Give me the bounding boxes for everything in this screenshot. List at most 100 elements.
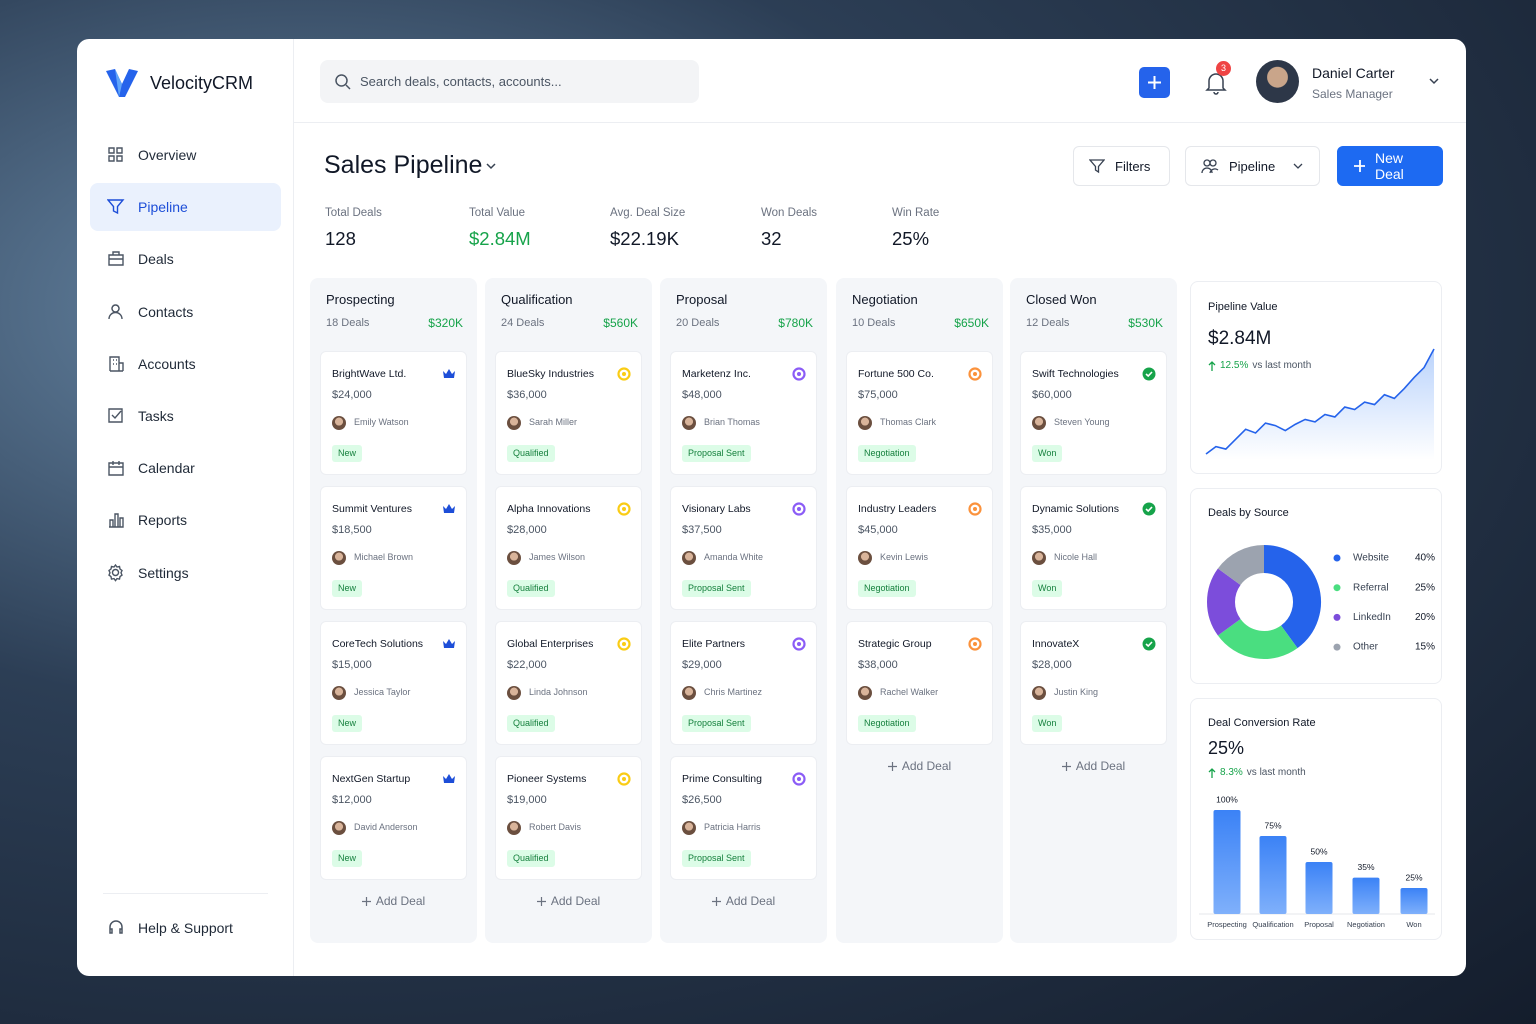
trend-chart: [1205, 348, 1435, 460]
x-tick-label: Negotiation: [1347, 920, 1385, 929]
add-deal[interactable]: Add Deal: [1010, 759, 1177, 773]
owner: Jessica Taylor: [354, 687, 411, 697]
nav-item[interactable]: Overview: [90, 131, 281, 179]
deal-card[interactable]: Elite Partners $29,000 Chris Martinez Propo…: [670, 621, 817, 745]
amount: $24,000: [332, 389, 372, 401]
deal-card[interactable]: NextGen Startup $12,000 David Anderson New: [320, 756, 467, 880]
legend-value: 25%: [1415, 582, 1435, 593]
bar: [1213, 810, 1241, 914]
company: Dynamic Solutions: [1032, 503, 1119, 515]
owner: Patricia Harris: [704, 822, 761, 832]
view-button[interactable]: Pipeline: [1185, 146, 1320, 186]
conversion-widget: Deal Conversion Rate 25% 8.3% vs last month…: [1190, 698, 1442, 940]
widget-title: Deals by Source: [1208, 507, 1289, 519]
stat-label: Won Deals: [761, 207, 818, 219]
deal-card[interactable]: Swift Technologies $60,000 Steven Young Won: [1020, 351, 1167, 475]
company: Fortune 500 Co.: [858, 368, 934, 380]
add-deal[interactable]: Add Deal: [836, 759, 1003, 773]
stage-tag: Qualified: [507, 445, 555, 462]
add-deal[interactable]: Add Deal: [310, 894, 477, 908]
add-deal[interactable]: Add Deal: [660, 894, 827, 908]
deal-card[interactable]: Marketenz Inc. $48,000 Brian Thomas Proposa…: [670, 351, 817, 475]
company: Swift Technologies: [1032, 368, 1119, 380]
amount: $19,000: [507, 794, 547, 806]
nav-item[interactable]: Calendar: [90, 444, 281, 492]
deal-card[interactable]: Strategic Group $38,000 Rachel Walker Negot…: [846, 621, 993, 745]
deal-card[interactable]: BrightWave Ltd. $24,000 Emily Watson New: [320, 351, 467, 475]
column-count: 10 Deals: [852, 317, 896, 329]
widget-title: Pipeline Value: [1208, 301, 1278, 313]
company: Strategic Group: [858, 638, 932, 650]
change-note: vs last month: [1246, 767, 1306, 778]
legend-value: 20%: [1415, 612, 1435, 623]
crown: [443, 774, 455, 783]
user-menu-chevron[interactable]: [1428, 76, 1440, 86]
owner: Michael Brown: [354, 552, 414, 562]
deal-card[interactable]: Prime Consulting $26,500 Patricia Harris Pr…: [670, 756, 817, 880]
logo: [106, 69, 138, 97]
nav-item[interactable]: Tasks: [90, 392, 281, 440]
status-icon: [792, 637, 806, 651]
filters-label: Filters: [1115, 158, 1151, 174]
owner: Brian Thomas: [704, 417, 760, 427]
plus: [1061, 761, 1071, 771]
stat-value: 128: [325, 228, 356, 249]
legend-value: 15%: [1415, 642, 1435, 653]
deal-card[interactable]: Visionary Labs $37,500 Amanda White Proposa…: [670, 486, 817, 610]
deal-card[interactable]: Alpha Innovations $28,000 James Wilson Qual…: [495, 486, 642, 610]
new-deal-label: New Deal: [1375, 150, 1404, 182]
amount: $38,000: [858, 659, 898, 671]
stat-value: $2.84M: [469, 228, 531, 249]
company: Marketenz Inc.: [682, 368, 751, 380]
deal-card[interactable]: InnovateX $28,000 Justin King Won: [1020, 621, 1167, 745]
title-chevron[interactable]: [485, 161, 497, 171]
stage-tag: Negotiation: [858, 715, 916, 732]
deal-card[interactable]: Fortune 500 Co. $75,000 Thomas Clark Negoti…: [846, 351, 993, 475]
new-deal-button[interactable]: New Deal: [1337, 146, 1443, 186]
help-link[interactable]: Help & Support: [90, 904, 281, 952]
deal-card[interactable]: Pioneer Systems $19,000 Robert Davis Qualif…: [495, 756, 642, 880]
deal-card[interactable]: Industry Leaders $45,000 Kevin Lewis Negoti…: [846, 486, 993, 610]
user-avatar[interactable]: [1256, 60, 1299, 103]
stage-tag: Negotiation: [858, 580, 916, 597]
nav-item[interactable]: Reports: [90, 496, 281, 544]
crown: [443, 504, 455, 513]
nav-label: Overview: [138, 147, 197, 163]
status-icon: [968, 502, 982, 516]
search-box[interactable]: Search deals, contacts, accounts...: [320, 60, 699, 103]
nav-item[interactable]: Accounts: [90, 340, 281, 388]
donut-slice: [1263, 545, 1321, 649]
nav-item[interactable]: Contacts: [90, 288, 281, 336]
owner-avatar: [507, 821, 521, 835]
status-icon: [443, 369, 455, 378]
deal-card[interactable]: CoreTech Solutions $15,000 Jessica Taylor N…: [320, 621, 467, 745]
deal-card[interactable]: BlueSky Industries $36,000 Sarah Miller Qua…: [495, 351, 642, 475]
bar-label: 35%: [1357, 862, 1374, 872]
amount: $15,000: [332, 659, 372, 671]
legend-name: Other: [1353, 642, 1379, 653]
ring: [792, 772, 806, 786]
glyph: [107, 199, 125, 215]
nav-item[interactable]: Pipeline: [90, 183, 281, 232]
company: NextGen Startup: [332, 773, 411, 785]
nav-item[interactable]: Settings: [90, 549, 281, 597]
amount: $45,000: [858, 524, 898, 536]
add-deal[interactable]: Add Deal: [485, 894, 652, 908]
nav-item[interactable]: Deals: [90, 235, 281, 283]
people-icon: [1201, 159, 1219, 174]
stat-label: Avg. Deal Size: [610, 207, 686, 219]
owner-avatar: [858, 416, 872, 430]
company: Elite Partners: [682, 638, 746, 650]
plus: [887, 761, 897, 771]
nav-icon: [108, 563, 123, 582]
stage-tag: Proposal Sent: [682, 445, 751, 462]
ring: [617, 772, 631, 786]
deal-card[interactable]: Dynamic Solutions $35,000 Nicole Hall Won: [1020, 486, 1167, 610]
company: Prime Consulting: [682, 773, 762, 785]
deal-card[interactable]: Summit Ventures $18,500 Michael Brown New: [320, 486, 467, 610]
add-button[interactable]: [1139, 67, 1170, 98]
filters-button[interactable]: Filters: [1073, 146, 1170, 186]
plus-icon: [1148, 76, 1161, 89]
deal-card[interactable]: Global Enterprises $22,000 Linda Johnson Qu…: [495, 621, 642, 745]
crown: [443, 369, 455, 378]
